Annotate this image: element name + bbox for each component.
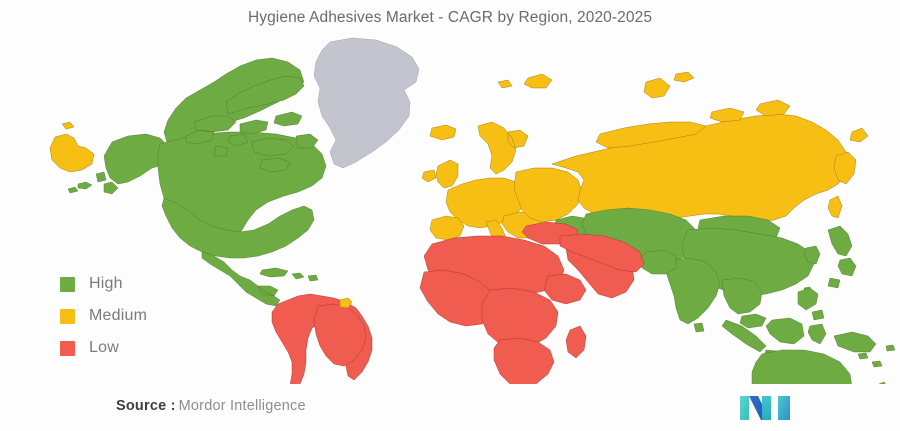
region-canadian-arctic-islands <box>186 76 318 172</box>
world-map-svg <box>0 24 900 384</box>
region-scandinavia <box>478 122 528 174</box>
region-indochina <box>722 278 762 314</box>
region-levant-iraq-iran <box>560 234 644 272</box>
legend-item-low[interactable]: Low <box>60 332 230 364</box>
source-attribution: Source : Mordor Intelligence <box>116 399 306 414</box>
region-kamchatka <box>834 128 868 184</box>
region-aleutian-islands <box>68 182 92 193</box>
source-value: Mordor Intelligence <box>178 398 306 414</box>
region-malaysia <box>740 314 766 328</box>
region-sulawesi <box>808 324 826 344</box>
region-pacific-islands <box>858 345 895 367</box>
region-eastern-europe <box>514 168 582 222</box>
region-australia <box>752 350 852 384</box>
legend-swatch-high <box>60 276 75 292</box>
region-new-zealand <box>874 382 898 384</box>
region-french-guiana <box>340 298 352 308</box>
region-sri-lanka <box>694 323 704 332</box>
legend-label-high: High <box>89 275 123 292</box>
legend-item-medium[interactable]: Medium <box>60 300 230 332</box>
region-alaska <box>96 134 172 194</box>
region-iberia <box>430 216 464 240</box>
legend-label-low: Low <box>89 339 119 356</box>
region-india <box>666 258 720 324</box>
legend-item-high[interactable]: High <box>60 268 230 300</box>
region-japan <box>828 226 856 288</box>
world-map <box>0 24 900 384</box>
region-brazil <box>314 304 366 366</box>
region-chukotka-west <box>50 122 94 172</box>
legend-label-medium: Medium <box>89 307 148 324</box>
region-caribbean <box>260 268 318 281</box>
logo-mark-svg <box>740 396 790 420</box>
region-greenland <box>314 38 419 168</box>
region-korea <box>804 246 820 264</box>
region-sumatra <box>722 320 766 352</box>
legend-swatch-low <box>60 340 75 356</box>
region-svalbard <box>498 74 552 88</box>
page-title: Hygiene Adhesives Market - CAGR by Regio… <box>247 9 653 26</box>
region-united-states <box>162 198 314 258</box>
region-british-isles <box>422 160 458 188</box>
region-borneo <box>766 318 804 344</box>
region-iceland <box>430 125 456 140</box>
map-legend: High Medium Low <box>60 268 230 364</box>
region-southern-africa <box>494 338 554 384</box>
mordor-intelligence-logo <box>738 394 794 422</box>
region-madagascar <box>566 326 586 358</box>
region-philippines <box>798 288 824 320</box>
region-pakistan-afghanistan <box>640 250 676 274</box>
region-central-africa <box>482 288 558 348</box>
region-mexico-central-america <box>202 252 280 306</box>
region-siberia-north <box>596 100 790 148</box>
region-sakhalin <box>828 196 842 218</box>
region-east-africa-horn <box>544 274 586 304</box>
region-papua-new-guinea <box>834 332 876 352</box>
region-novaya-zemlya <box>644 72 694 98</box>
source-label: Source : <box>116 398 176 414</box>
legend-swatch-medium <box>60 308 75 324</box>
